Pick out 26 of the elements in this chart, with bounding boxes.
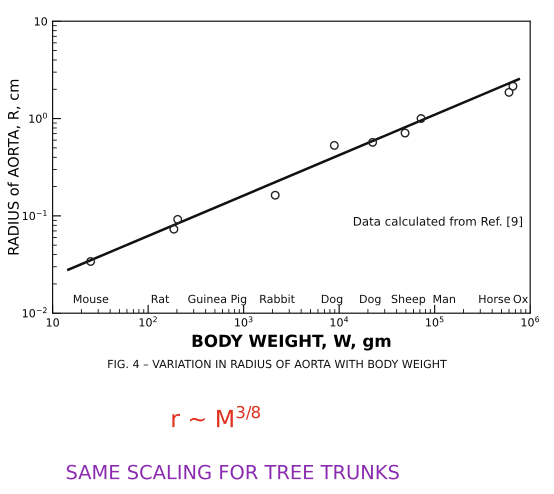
annotation: Sheep xyxy=(392,294,426,306)
x-tick-label: 10 xyxy=(46,318,59,327)
x-tick-label: 10$^{6}$ xyxy=(522,316,540,327)
x-tick-label: 10$^{5}$ xyxy=(426,316,444,327)
annotation: Rabbit xyxy=(260,294,295,304)
annotation: Rat xyxy=(152,294,170,304)
annotation: Guinea Pig xyxy=(188,294,246,306)
y-tick-label: 10 xyxy=(34,17,48,26)
y-tick-label: 10$^{0}$ xyxy=(29,112,47,123)
x-tick-label: 10$^{2}$ xyxy=(140,316,157,327)
annotation: Horse xyxy=(479,294,510,304)
annotation: Ox xyxy=(514,294,528,304)
annotation: Dog xyxy=(360,294,380,306)
text: r ~ M$^{3/8}$ xyxy=(172,406,260,428)
annotation: Man xyxy=(434,294,455,304)
y-tick-label: 10$^{−2}$ xyxy=(22,307,47,318)
x-tick-label: 10$^{3}$ xyxy=(235,316,252,327)
caption: FIG. 4 – VARIATION IN RADIUS OF AORTA WITH BODY WEIGHT xyxy=(108,360,447,368)
text: SAME SCALING FOR TREE TRUNKS xyxy=(66,464,399,480)
x-axis-title: BODY WEIGHT, W, gm xyxy=(192,334,390,350)
y-axis-title: RADIUS of AORTA, R, cm xyxy=(8,80,20,254)
x-tick-label: 10$^{4}$ xyxy=(330,316,348,327)
annotation: Mouse xyxy=(74,294,108,304)
annotation: Dog xyxy=(322,294,342,306)
y-tick-label: 10$^{−1}$ xyxy=(22,210,47,220)
annotation: Data calculated from Ref. [9] xyxy=(354,216,522,228)
